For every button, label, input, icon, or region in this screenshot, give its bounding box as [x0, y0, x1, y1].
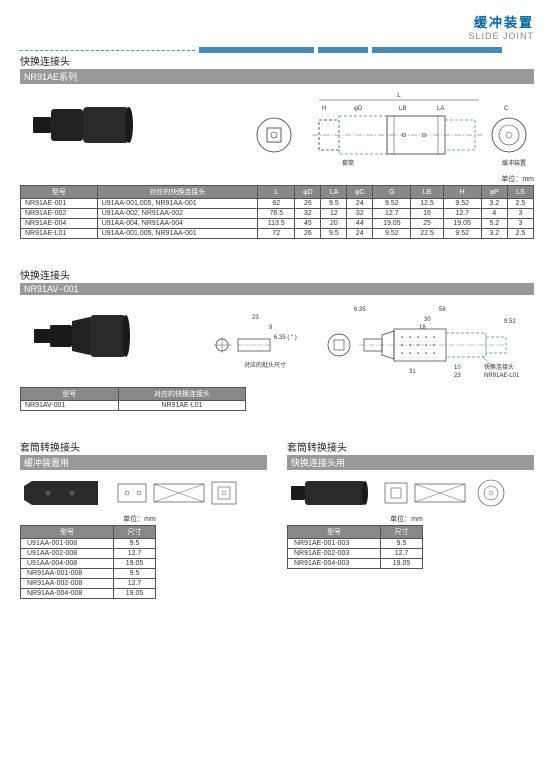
table-header: LA [321, 186, 347, 199]
svg-text:9: 9 [269, 325, 273, 331]
table-header: 型号 [21, 186, 98, 199]
svg-text:快换连接头: 快换连接头 [484, 363, 514, 371]
sec2-product-image [20, 301, 150, 371]
table-row: U91AA-002-00812.7 [21, 549, 156, 559]
svg-text:φD: φD [354, 106, 363, 112]
table-header: G [373, 186, 411, 199]
svg-text:23: 23 [252, 315, 259, 321]
section-nr91ae: 快换连接头 NR91AE系列 L H φD LB LA C [20, 53, 534, 239]
table-header: H [443, 186, 481, 199]
page-header: 缓冲装置 SLIDE JOINT [20, 12, 534, 41]
svg-text:23: 23 [454, 373, 461, 379]
table-row: NR91AA-002-00812.7 [21, 579, 156, 589]
table-row: U91AA-004-00819.05 [21, 559, 156, 569]
sec2-code: NR91AV−001 [20, 283, 534, 295]
sec1-unit: 单位：mm [20, 174, 534, 184]
sec3r-unit: 单位：mm [287, 514, 423, 524]
table-row: NR91AE-004-00319.05 [288, 559, 423, 569]
header-title-en: SLIDE JOINT [20, 31, 534, 41]
table-header: 尺寸 [114, 526, 156, 539]
svg-text:L: L [397, 93, 401, 99]
svg-text:6.35 ( " ): 6.35 ( " ) [274, 335, 297, 341]
svg-text:6.35: 6.35 [354, 307, 366, 313]
table-header: LS [507, 186, 533, 199]
sec3l-table: 型号尺寸 U91AA-001-0089.5U91AA-002-00812.7U9… [20, 525, 156, 599]
svg-text:LB: LB [399, 106, 406, 112]
svg-text:套筒: 套筒 [342, 159, 354, 167]
table-header: 型号 [21, 388, 119, 401]
table-row: NR91AA-001-0089.5 [21, 569, 156, 579]
svg-text:31: 31 [409, 369, 416, 375]
table-header: 尺寸 [381, 526, 423, 539]
table-header: φP [481, 186, 507, 199]
sec3-right: 套筒转换接头 快换连接头用 单位：mm 型号尺寸 NR91AE-001-00 [287, 439, 534, 599]
table-row: NR91AE-L01U91AA-001,005, NR91AA-00172269… [21, 229, 534, 239]
svg-text:H: H [322, 106, 326, 112]
table-header: L [258, 186, 295, 199]
table-row: NR91AA-004-00819.05 [21, 589, 156, 599]
table-row: NR91AV-001NR91AE-L01 [21, 401, 246, 411]
sec1-code: NR91AE系列 [20, 69, 534, 84]
table-header: 型号 [21, 526, 114, 539]
table-header: 对应的快换连接头 [118, 388, 245, 401]
sec2-diagram: 23 9 6.35 ( " ) 对应的批头尺寸 6.35 58 30 18 9.… [162, 301, 534, 381]
sec3-left: 套筒转换接头 缓冲装置用 单位：mm 型号尺寸 U91AA [20, 439, 267, 599]
header-bars [20, 47, 534, 53]
table-row: NR91AE-002-00312.7 [288, 549, 423, 559]
sec3l-product-image [20, 476, 110, 510]
sec1-product-image [20, 90, 150, 160]
sec1-table: 型号对应的快换连接头LφDLAφCGLBHφPLS NR91AE-001U91A… [20, 185, 534, 239]
sec3l-unit: 单位：mm [20, 514, 156, 524]
svg-text:30: 30 [424, 317, 431, 323]
table-row: U91AA-001-0089.5 [21, 539, 156, 549]
table-header: 对应的快换连接头 [97, 186, 257, 199]
table-row: NR91AE-001U91AA-001,005, NR91AA-00162269… [21, 199, 534, 209]
sec3l-diagram [116, 476, 246, 510]
sec3r-table: 型号尺寸 NR91AE-001-0039.5NR91AE-002-00312.7… [287, 525, 423, 569]
sec3r-diagram [383, 476, 513, 510]
header-title-zh: 缓冲装置 [20, 12, 534, 31]
section-adapters: 套筒转换接头 缓冲装置用 单位：mm 型号尺寸 U91AA [20, 439, 534, 599]
sec3l-sub: 缓冲装置用 [20, 455, 267, 470]
table-header: φC [347, 186, 373, 199]
svg-text:对应的批头尺寸: 对应的批头尺寸 [244, 361, 286, 369]
sec1-title: 快换连接头 [20, 53, 534, 68]
svg-text:LA: LA [437, 106, 444, 112]
svg-text:58: 58 [439, 307, 446, 313]
svg-text:18: 18 [419, 325, 426, 331]
sec3r-sub: 快换连接头用 [287, 455, 534, 470]
table-row: NR91AE-002U91AA-002, NR91AA-00276.532123… [21, 209, 534, 219]
svg-text:NR91AE-L01: NR91AE-L01 [484, 373, 520, 379]
sec3r-title: 套筒转换接头 [287, 439, 534, 454]
section-nr91av: 快换连接头 NR91AV−001 23 9 6.35 ( " ) [20, 267, 534, 411]
table-header: LB [411, 186, 443, 199]
table-header: 型号 [288, 526, 381, 539]
svg-text:9.52: 9.52 [504, 319, 516, 325]
svg-text:C: C [504, 106, 509, 112]
sec3l-title: 套筒转换接头 [20, 439, 267, 454]
sec2-table: 型号对应的快换连接头 NR91AV-001NR91AE-L01 [20, 387, 246, 411]
svg-text:10: 10 [454, 365, 461, 371]
sec2-title: 快换连接头 [20, 267, 534, 282]
sec3r-product-image [287, 476, 377, 510]
table-row: NR91AE-004U91AA-004, NR91AA-004113.54520… [21, 219, 534, 229]
table-row: NR91AE-001-0039.5 [288, 539, 423, 549]
svg-text:缓冲装置: 缓冲装置 [502, 159, 526, 167]
sec1-diagram: L H φD LB LA C [162, 90, 534, 168]
table-header: φD [295, 186, 321, 199]
